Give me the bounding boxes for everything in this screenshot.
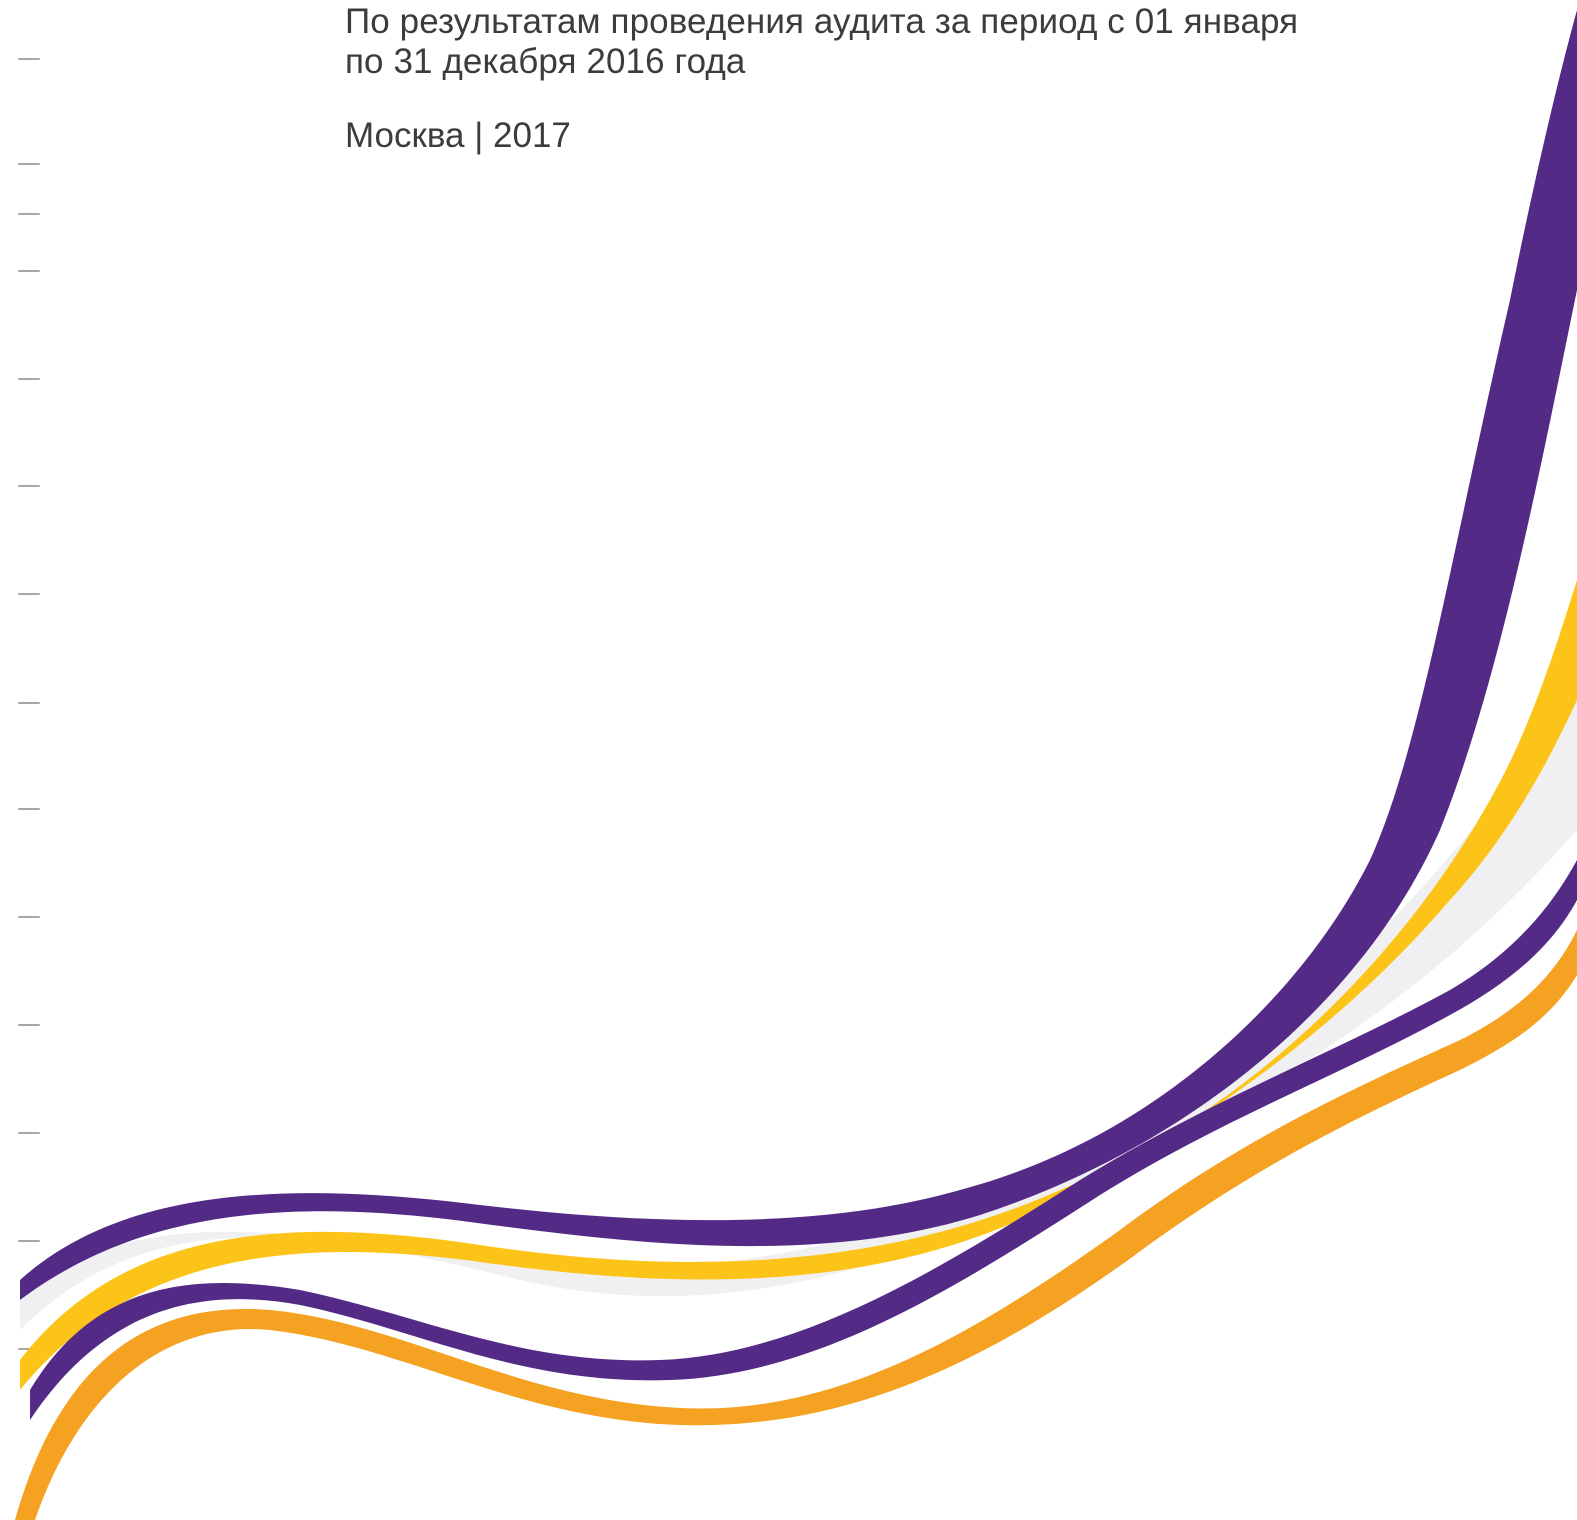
binder-mark [18,593,40,595]
binder-mark [18,1240,40,1242]
binder-mark [18,163,40,165]
city-year: Москва | 2017 [345,116,571,155]
binder-mark [18,808,40,810]
report-subtitle-line-2: по 31 декабря 2016 года [345,42,746,81]
binder-mark [18,702,40,704]
binder-mark [18,213,40,215]
report-subtitle-line-1: По результатам проведения аудита за пери… [345,2,1299,41]
binder-mark [18,378,40,380]
orange-ribbon [15,930,1577,1520]
report-header: По результатам проведения аудита за пери… [345,2,1298,156]
binder-mark [18,1024,40,1026]
binder-mark [18,58,40,60]
binder-mark [18,1132,40,1134]
binder-mark [18,916,40,918]
binder-mark [18,485,40,487]
binder-mark [18,270,40,272]
